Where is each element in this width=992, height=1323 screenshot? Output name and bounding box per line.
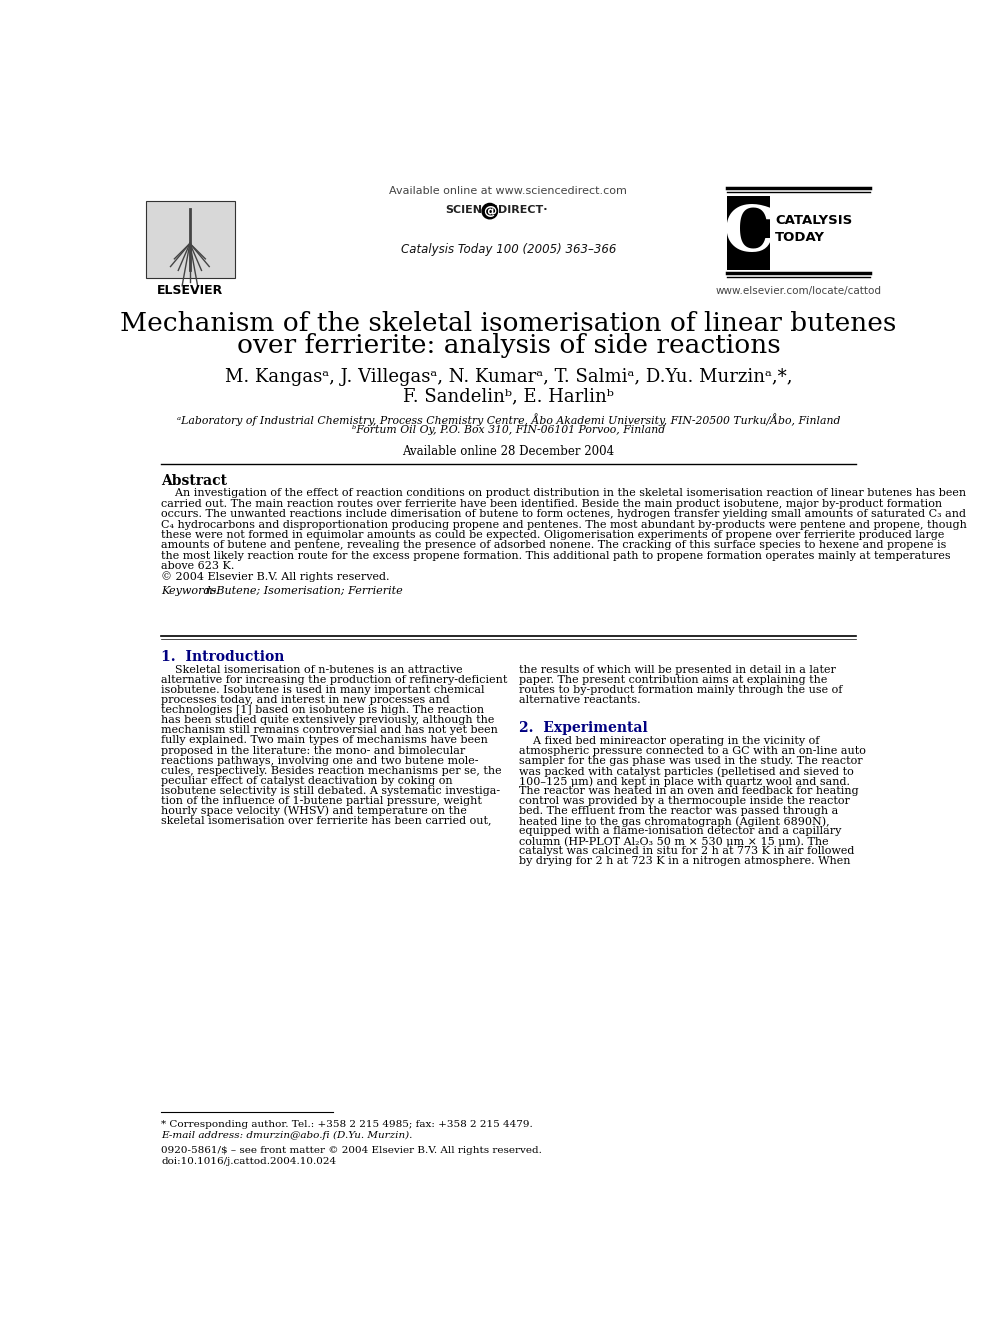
Text: these were not formed in equimolar amounts as could be expected. Oligomerisation: these were not formed in equimolar amoun… xyxy=(161,531,944,540)
Text: 1.  Introduction: 1. Introduction xyxy=(161,650,285,664)
Text: M. Kangasᵃ, J. Villegasᵃ, N. Kumarᵃ, T. Salmiᵃ, D.Yu. Murzinᵃ,*,: M. Kangasᵃ, J. Villegasᵃ, N. Kumarᵃ, T. … xyxy=(224,368,793,386)
Text: Abstract: Abstract xyxy=(161,475,227,488)
Text: Skeletal isomerisation of n-butenes is an attractive: Skeletal isomerisation of n-butenes is a… xyxy=(161,665,463,676)
Text: technologies [1] based on isobutene is high. The reaction: technologies [1] based on isobutene is h… xyxy=(161,705,484,716)
Text: paper. The present contribution aims at explaining the: paper. The present contribution aims at … xyxy=(519,676,827,685)
Text: heated line to the gas chromatograph (Agilent 6890N),: heated line to the gas chromatograph (Ag… xyxy=(519,816,830,827)
Text: amounts of butene and pentene, revealing the presence of adsorbed nonene. The cr: amounts of butene and pentene, revealing… xyxy=(161,540,946,550)
Text: fully explained. Two main types of mechanisms have been: fully explained. Two main types of mecha… xyxy=(161,736,488,745)
Text: tion of the influence of 1-butene partial pressure, weight: tion of the influence of 1-butene partia… xyxy=(161,795,482,806)
Text: column (HP-PLOT Al₂O₃ 50 m × 530 μm × 15 μm). The: column (HP-PLOT Al₂O₃ 50 m × 530 μm × 15… xyxy=(519,836,829,847)
Text: 100–125 μm) and kept in place with quartz wool and sand.: 100–125 μm) and kept in place with quart… xyxy=(519,777,850,787)
Text: doi:10.1016/j.cattod.2004.10.024: doi:10.1016/j.cattod.2004.10.024 xyxy=(161,1156,336,1166)
Text: C₄ hydrocarbons and disproportionation producing propene and pentenes. The most : C₄ hydrocarbons and disproportionation p… xyxy=(161,520,967,529)
Text: equipped with a flame-ionisation detector and a capillary: equipped with a flame-ionisation detecto… xyxy=(519,827,841,836)
Text: occurs. The unwanted reactions include dimerisation of butene to form octenes, h: occurs. The unwanted reactions include d… xyxy=(161,509,966,519)
Text: by drying for 2 h at 723 K in a nitrogen atmosphere. When: by drying for 2 h at 723 K in a nitrogen… xyxy=(519,856,851,867)
Text: F. Sandelinᵇ, E. Harlinᵇ: F. Sandelinᵇ, E. Harlinᵇ xyxy=(403,388,614,405)
Text: 2.  Experimental: 2. Experimental xyxy=(519,721,648,734)
Text: hourly space velocity (WHSV) and temperature on the: hourly space velocity (WHSV) and tempera… xyxy=(161,806,467,816)
Text: CATALYSIS: CATALYSIS xyxy=(775,214,852,228)
Text: * Corresponding author. Tel.: +358 2 215 4985; fax: +358 2 215 4479.: * Corresponding author. Tel.: +358 2 215… xyxy=(161,1119,533,1129)
Text: routes to by-product formation mainly through the use of: routes to by-product formation mainly th… xyxy=(519,685,842,696)
Text: over ferrierite: analysis of side reactions: over ferrierite: analysis of side reacti… xyxy=(236,333,781,357)
Text: @: @ xyxy=(483,205,496,217)
Text: ᵃLaboratory of Industrial Chemistry, Process Chemistry Centre, Åbo Akademi Unive: ᵃLaboratory of Industrial Chemistry, Pro… xyxy=(177,413,840,426)
Text: proposed in the literature: the mono- and bimolecular: proposed in the literature: the mono- an… xyxy=(161,745,465,755)
Circle shape xyxy=(482,204,498,218)
Text: control was provided by a thermocouple inside the reactor: control was provided by a thermocouple i… xyxy=(519,796,850,806)
Text: A fixed bed minireactor operating in the vicinity of: A fixed bed minireactor operating in the… xyxy=(519,737,819,746)
Bar xyxy=(146,201,235,278)
Bar xyxy=(727,196,771,270)
Text: atmospheric pressure connected to a GC with an on-line auto: atmospheric pressure connected to a GC w… xyxy=(519,746,866,757)
Text: processes today, and interest in new processes and: processes today, and interest in new pro… xyxy=(161,696,449,705)
Text: alternative for increasing the production of refinery-deficient: alternative for increasing the productio… xyxy=(161,676,508,685)
Text: SCIENCE: SCIENCE xyxy=(445,205,498,214)
Text: Mechanism of the skeletal isomerisation of linear butenes: Mechanism of the skeletal isomerisation … xyxy=(120,311,897,336)
Text: n-Butene; Isomerisation; Ferrierite: n-Butene; Isomerisation; Ferrierite xyxy=(201,586,402,595)
Text: E-mail address: dmurzin@abo.fi (D.Yu. Murzin).: E-mail address: dmurzin@abo.fi (D.Yu. Mu… xyxy=(161,1130,413,1139)
Text: cules, respectively. Besides reaction mechanisms per se, the: cules, respectively. Besides reaction me… xyxy=(161,766,502,775)
Text: www.elsevier.com/locate/cattod: www.elsevier.com/locate/cattod xyxy=(715,286,881,296)
Text: was packed with catalyst particles (pelletised and sieved to: was packed with catalyst particles (pell… xyxy=(519,766,854,777)
Text: An investigation of the effect of reaction conditions on product distribution in: An investigation of the effect of reacti… xyxy=(161,488,966,499)
Text: isobutene selectivity is still debated. A systematic investiga-: isobutene selectivity is still debated. … xyxy=(161,786,500,795)
Text: has been studied quite extensively previously, although the: has been studied quite extensively previ… xyxy=(161,716,495,725)
Text: C: C xyxy=(723,202,774,265)
Text: bed. The effluent from the reactor was passed through a: bed. The effluent from the reactor was p… xyxy=(519,806,838,816)
Text: Catalysis Today 100 (2005) 363–366: Catalysis Today 100 (2005) 363–366 xyxy=(401,243,616,257)
Text: catalyst was calcined in situ for 2 h at 773 K in air followed: catalyst was calcined in situ for 2 h at… xyxy=(519,847,855,856)
Text: mechanism still remains controversial and has not yet been: mechanism still remains controversial an… xyxy=(161,725,498,736)
Text: the most likely reaction route for the excess propene formation. This additional: the most likely reaction route for the e… xyxy=(161,550,950,561)
Text: reactions pathways, involving one and two butene mole-: reactions pathways, involving one and tw… xyxy=(161,755,479,766)
Text: skeletal isomerisation over ferrierite has been carried out,: skeletal isomerisation over ferrierite h… xyxy=(161,815,492,826)
Text: Available online at www.sciencedirect.com: Available online at www.sciencedirect.co… xyxy=(390,185,627,196)
Text: Keywords:: Keywords: xyxy=(161,586,220,595)
Text: peculiar effect of catalyst deactivation by coking on: peculiar effect of catalyst deactivation… xyxy=(161,775,452,786)
Text: carried out. The main reaction routes over ferrierite have been identified. Besi: carried out. The main reaction routes ov… xyxy=(161,499,942,509)
Text: isobutene. Isobutene is used in many important chemical: isobutene. Isobutene is used in many imp… xyxy=(161,685,485,696)
Text: ELSEVIER: ELSEVIER xyxy=(157,283,223,296)
Text: Available online 28 December 2004: Available online 28 December 2004 xyxy=(403,446,614,458)
Text: alternative reactants.: alternative reactants. xyxy=(519,696,641,705)
Text: ᵇFortum Oil Oy, P.O. Box 310, FIN-06101 Porvoo, Finland: ᵇFortum Oil Oy, P.O. Box 310, FIN-06101 … xyxy=(352,425,665,435)
Text: © 2004 Elsevier B.V. All rights reserved.: © 2004 Elsevier B.V. All rights reserved… xyxy=(161,572,390,582)
Text: sampler for the gas phase was used in the study. The reactor: sampler for the gas phase was used in th… xyxy=(519,757,863,766)
Text: the results of which will be presented in detail in a later: the results of which will be presented i… xyxy=(519,665,836,676)
Text: 0920-5861/$ – see front matter © 2004 Elsevier B.V. All rights reserved.: 0920-5861/$ – see front matter © 2004 El… xyxy=(161,1146,542,1155)
Text: DIRECT·: DIRECT· xyxy=(498,205,548,214)
Text: TODAY: TODAY xyxy=(775,232,825,245)
Text: above 623 K.: above 623 K. xyxy=(161,561,234,572)
Text: The reactor was heated in an oven and feedback for heating: The reactor was heated in an oven and fe… xyxy=(519,786,859,796)
